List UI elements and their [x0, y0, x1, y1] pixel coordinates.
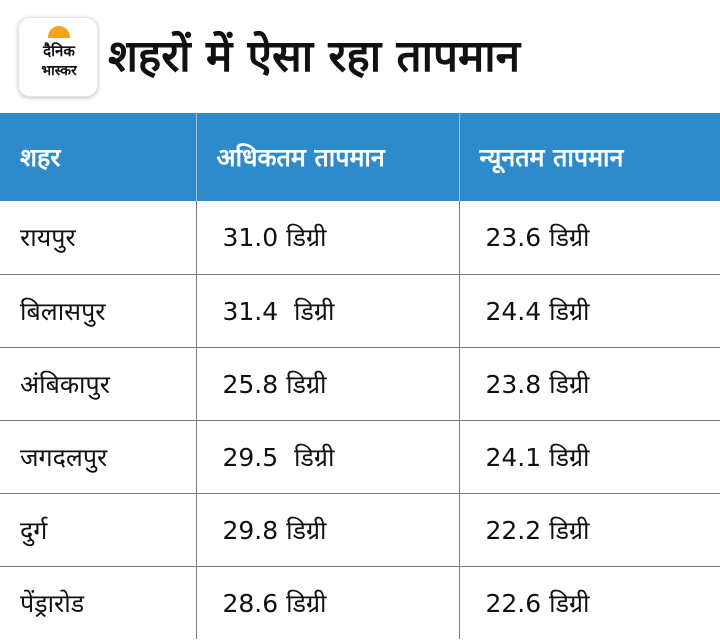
min-temp-cell: 24.4 डिग्री: [458, 274, 720, 348]
max-temp-cell: 31.0 डिग्री: [195, 201, 459, 275]
min-temp-cell: 23.6 डिग्री: [458, 201, 720, 275]
table-row: पेंड्रारोड 28.6 डिग्री 22.6 डिग्री: [0, 566, 720, 639]
column-header-city: शहर: [20, 143, 61, 172]
logo-text-line1: दैनिक: [43, 42, 75, 60]
sun-icon: [48, 26, 70, 38]
max-temp-cell: 29.8 डिग्री: [195, 493, 459, 567]
min-temp-cell: 23.8 डिग्री: [458, 347, 720, 421]
max-temp-cell: 31.4 डिग्री: [195, 274, 459, 348]
table-row: अंबिकापुर 25.8 डिग्री 23.8 डिग्री: [0, 347, 720, 421]
city-cell: दुर्ग: [0, 493, 196, 567]
city-cell: पेंड्रारोड: [20, 588, 85, 618]
max-temp-cell: 25.8 डिग्री: [195, 347, 459, 421]
min-temp-cell: 24.1 डिग्री: [458, 420, 720, 494]
temperature-table: शहर अधिकतम तापमान न्यूनतम तापमान रायपुर …: [0, 113, 720, 639]
min-temp-cell: 22.2 डिग्री: [458, 493, 720, 567]
table-row: बिलासपुर 31.4 डिग्री 24.4 डिग्री: [0, 274, 720, 348]
column-header-max-temp: अधिकतम तापमान: [195, 113, 459, 201]
dainik-bhaskar-logo: दैनिक भास्कर: [18, 17, 98, 97]
header: दैनिक भास्कर शहरों में ऐसा रहा तापमान: [0, 0, 720, 113]
min-temp-cell: 22.6 डिग्री: [458, 566, 720, 639]
page-title: शहरों में ऐसा रहा तापमान: [108, 31, 521, 82]
city-cell: अंबिकापुर: [0, 347, 196, 421]
table-header-row: शहर अधिकतम तापमान न्यूनतम तापमान: [0, 113, 720, 201]
table-row: दुर्ग 29.8 डिग्री 22.2 डिग्री: [0, 493, 720, 567]
table-row: जगदलपुर 29.5 डिग्री 24.1 डिग्री: [0, 420, 720, 494]
table-row: रायपुर 31.0 डिग्री 23.6 डिग्री: [0, 201, 720, 275]
max-temp-cell: 29.5 डिग्री: [195, 420, 459, 494]
city-cell: रायपुर: [0, 201, 196, 275]
city-cell: जगदलपुर: [0, 420, 196, 494]
max-temp-cell: 28.6 डिग्री: [195, 566, 459, 639]
logo-text-line2: भास्कर: [41, 63, 77, 79]
column-header-min-temp: न्यूनतम तापमान: [458, 113, 720, 201]
city-cell: बिलासपुर: [0, 274, 196, 348]
